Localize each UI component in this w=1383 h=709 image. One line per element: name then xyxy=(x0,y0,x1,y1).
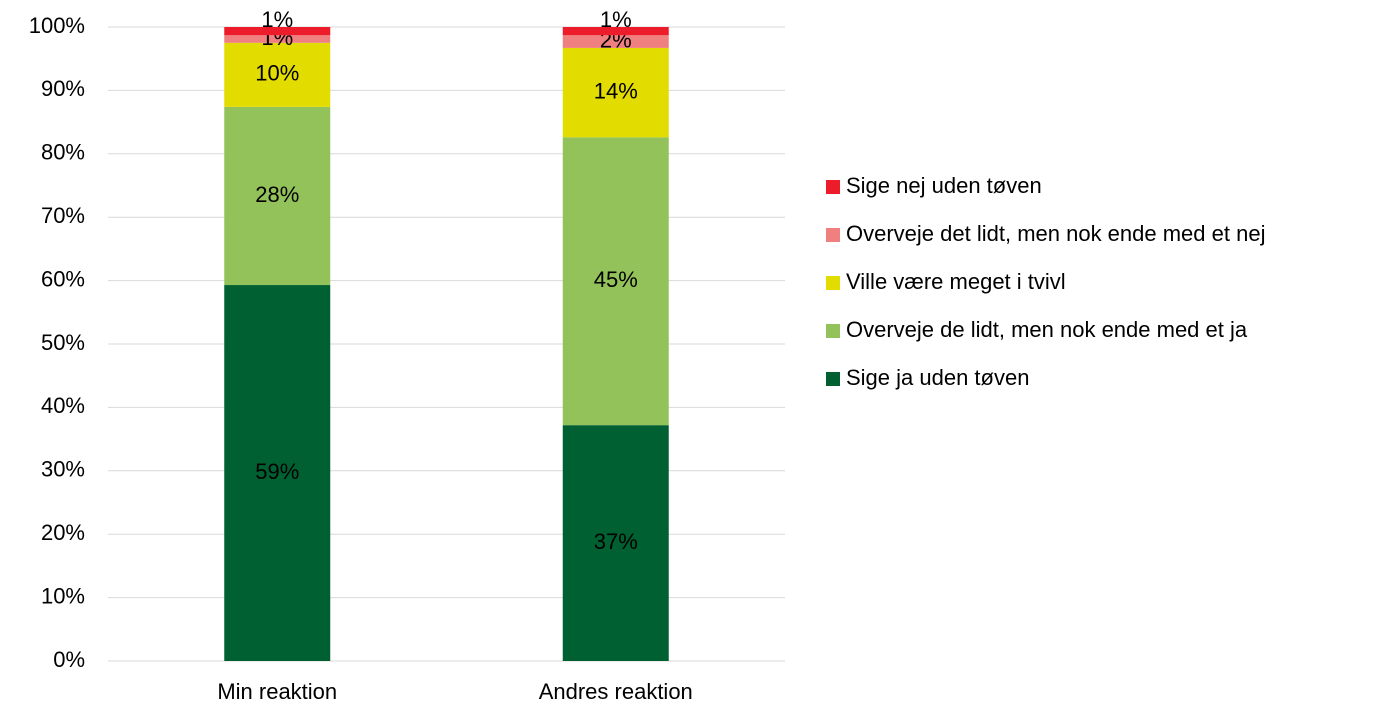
y-tick-label: 30% xyxy=(41,457,85,482)
legend-swatch xyxy=(826,324,840,338)
y-tick-label: 100% xyxy=(29,13,85,38)
bar-segment xyxy=(224,106,331,286)
bar-segment xyxy=(224,42,331,107)
legend-label: Overveje det lidt, men nok ende med et n… xyxy=(846,221,1265,246)
data-label: 37% xyxy=(594,529,638,554)
y-tick-label: 50% xyxy=(41,330,85,355)
data-label: 1% xyxy=(261,7,293,32)
bar-segment xyxy=(562,27,669,36)
y-tick-label: 70% xyxy=(41,203,85,228)
legend-swatch xyxy=(826,372,840,386)
data-label: 1% xyxy=(600,7,632,32)
bar-segment xyxy=(224,27,331,36)
bar-segment xyxy=(562,425,669,661)
bar-segment xyxy=(562,35,669,48)
legend-swatch xyxy=(826,228,840,242)
legend-label: Sige nej uden tøven xyxy=(846,173,1042,198)
y-tick-label: 20% xyxy=(41,520,85,545)
legend-swatch xyxy=(826,180,840,194)
legend-label: Overveje de lidt, men nok ende med et ja xyxy=(846,317,1248,342)
y-tick-label: 60% xyxy=(41,266,85,291)
bar-segment xyxy=(224,285,331,661)
bar-segment xyxy=(224,35,331,43)
y-tick-label: 0% xyxy=(53,647,85,672)
data-label: 59% xyxy=(255,459,299,484)
y-tick-label: 10% xyxy=(41,583,85,608)
data-label: 10% xyxy=(255,61,299,86)
legend-swatch xyxy=(826,276,840,290)
bar-segment xyxy=(562,137,669,426)
y-tick-label: 80% xyxy=(41,140,85,165)
x-tick-label: Min reaktion xyxy=(217,679,337,704)
data-label: 28% xyxy=(255,182,299,207)
y-tick-label: 90% xyxy=(41,76,85,101)
legend-label: Sige ja uden tøven xyxy=(846,365,1029,390)
y-tick-label: 40% xyxy=(41,393,85,418)
x-tick-label: Andres reaktion xyxy=(539,679,693,704)
legend-label: Ville være meget i tvivl xyxy=(846,269,1066,294)
data-label: 45% xyxy=(594,267,638,292)
data-label: 14% xyxy=(594,78,638,103)
bar-segment xyxy=(562,47,669,138)
